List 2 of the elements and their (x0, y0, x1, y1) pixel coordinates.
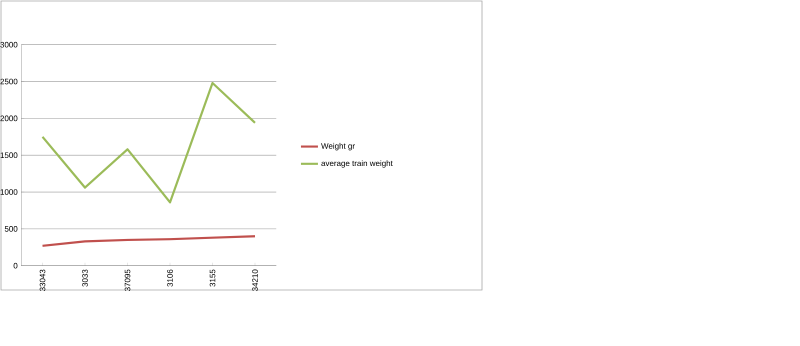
line-series (41, 235, 256, 247)
line-series (41, 82, 256, 204)
